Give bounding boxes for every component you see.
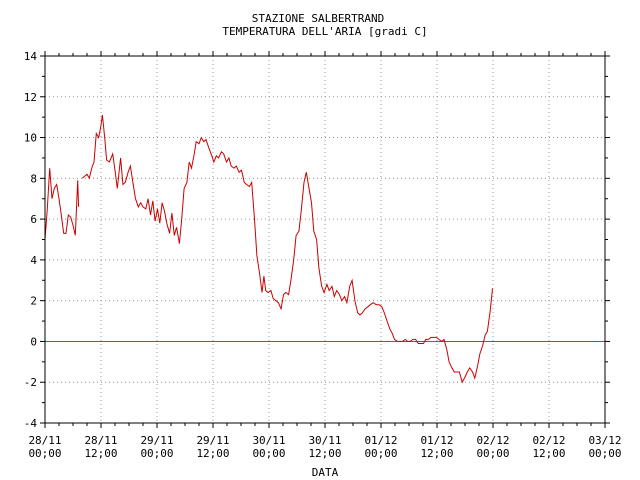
y-tick-label: 6 [30,213,37,226]
x-tick-label-date: 01/12 [420,434,453,447]
x-tick-label-date: 01/12 [364,434,397,447]
series-group [44,115,493,384]
temperature-line [44,168,80,240]
x-tick-label-date: 28/11 [84,434,117,447]
y-tick-label: -2 [24,376,37,389]
x-tick-label-time: 00;00 [140,447,173,460]
x-tick-label-time: 12;00 [308,447,341,460]
y-tick-label: 8 [30,172,37,185]
x-tick-label-date: 02/12 [532,434,565,447]
y-tick-label: 12 [24,91,37,104]
x-tick-label-date: 03/12 [588,434,621,447]
y-tick-label: 14 [24,50,38,63]
chart-subtitle: TEMPERATURA DELL'ARIA [gradi C] [222,25,427,38]
x-axis-label: DATA [312,466,339,479]
x-tick-label-time: 12;00 [84,447,117,460]
x-tick-label-date: 29/11 [196,434,229,447]
y-tick-label: -4 [24,417,38,430]
y-axis-ticks: -4 -2 0 2 4 6 8 10 12 14 [24,50,610,430]
chart-title: STAZIONE SALBERTRAND [252,12,384,25]
plot-frame [44,55,606,424]
x-tick-label-time: 00;00 [364,447,397,460]
x-axis-ticks: 28/1100;0028/1112;0029/1100;0029/1112;00… [28,51,622,460]
x-tick-label-time: 00;00 [28,447,61,460]
chart-grid [45,56,605,423]
x-tick-label-time: 12;00 [196,447,229,460]
y-tick-label: 2 [30,295,37,308]
y-tick-label: 4 [30,254,37,267]
temperature-line [81,115,493,384]
x-tick-label-date: 30/11 [252,434,285,447]
x-tick-label-date: 29/11 [140,434,173,447]
y-tick-label: 0 [30,335,37,348]
x-tick-label-time: 12;00 [532,447,565,460]
x-tick-label-time: 00;00 [476,447,509,460]
x-tick-label-time: 12;00 [420,447,453,460]
x-tick-label-time: 00;00 [252,447,285,460]
x-tick-label-date: 02/12 [476,434,509,447]
x-tick-label-time: 00;00 [588,447,621,460]
x-tick-label-date: 28/11 [28,434,61,447]
y-tick-label: 10 [24,132,37,145]
x-tick-label-date: 30/11 [308,434,341,447]
